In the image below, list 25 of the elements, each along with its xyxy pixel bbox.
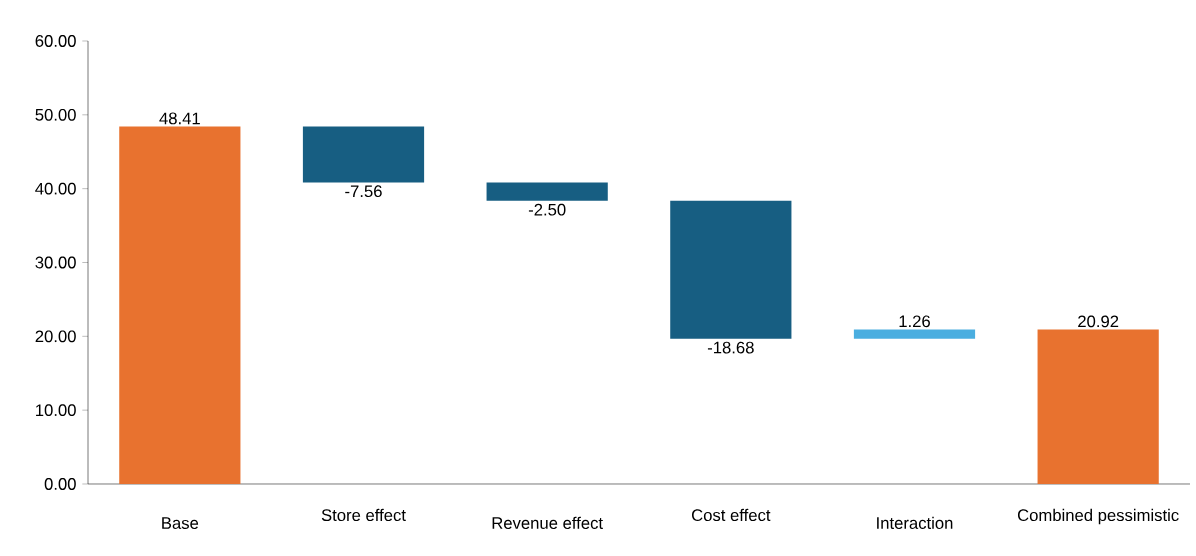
y-tick-label: 30.00 [35, 256, 76, 269]
y-tick-label: 40.00 [35, 182, 76, 195]
bar [119, 126, 241, 484]
data-label: 20.92 [1078, 315, 1119, 328]
y-tick-label: 20.00 [35, 330, 76, 343]
y-tick-label: 50.00 [35, 108, 76, 121]
x-tick-label: Store effect [321, 508, 406, 522]
bar [853, 329, 976, 339]
y-tick-label: 0.00 [44, 478, 76, 490]
data-label: -2.50 [528, 203, 566, 216]
x-tick-label: Base [162, 517, 199, 529]
x-tick-label: Revenue effect [492, 516, 603, 529]
data-label: 1.26 [899, 315, 930, 328]
bar [670, 200, 792, 339]
data-label: -18.68 [707, 341, 754, 354]
x-tick-label: Combined pessimistic [1017, 508, 1179, 525]
x-tick-label: Cost effect [691, 508, 771, 522]
data-label: -7.56 [345, 185, 382, 198]
bar [302, 126, 425, 183]
bar [486, 182, 608, 201]
bar [1037, 329, 1159, 484]
y-tick-label: 10.00 [36, 404, 76, 417]
y-tick-label: 60.00 [35, 35, 76, 47]
x-tick-label: Interaction [877, 516, 953, 529]
data-label: 48.41 [159, 112, 200, 125]
